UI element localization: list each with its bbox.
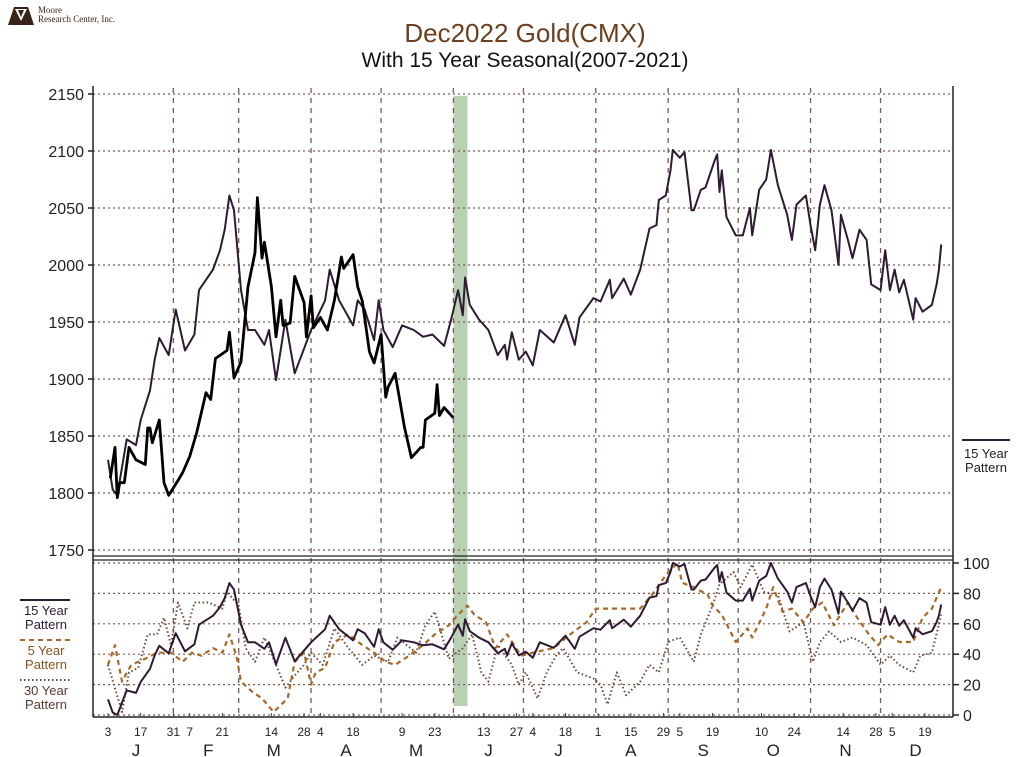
x-tick-label: 14 xyxy=(837,725,851,739)
month-label: D xyxy=(909,741,921,757)
x-tick-label: 15 xyxy=(624,725,638,739)
chart-title: Dec2022 Gold(CMX) xyxy=(404,18,646,48)
x-tick-label: 3 xyxy=(105,725,112,739)
y-tick-label: 1850 xyxy=(48,429,84,446)
lower-y-tick-label: 100 xyxy=(963,556,990,573)
x-tick-label: 7 xyxy=(186,725,193,739)
lower-y-tick-label: 80 xyxy=(963,586,981,603)
legend-30yr-label-2: Pattern xyxy=(25,697,67,712)
x-tick-label: 24 xyxy=(788,725,802,739)
x-tick-label: 28 xyxy=(297,725,311,739)
x-tick-label: 5 xyxy=(889,725,896,739)
highlight-band xyxy=(453,96,468,706)
x-tick-label: 19 xyxy=(918,725,932,739)
x-tick-label: 14 xyxy=(265,725,279,739)
x-tick-label: 5 xyxy=(676,725,683,739)
month-label: A xyxy=(625,741,637,757)
pattern-5yr-line xyxy=(106,561,943,714)
x-tick-label: 31 xyxy=(167,725,181,739)
month-label: J xyxy=(554,741,563,757)
legend-30yr-label-1: 30 Year xyxy=(24,683,69,698)
y-tick-label: 1800 xyxy=(48,486,84,503)
month-label: J xyxy=(132,741,141,757)
legend-5yr-label-2: Pattern xyxy=(25,657,67,672)
contract-price-line xyxy=(108,196,455,499)
y-tick-label: 1950 xyxy=(48,315,84,332)
pattern-15yr-lower-line xyxy=(107,562,943,716)
y-tick-label: 1900 xyxy=(48,372,84,389)
month-label: F xyxy=(203,741,213,757)
y-tick-label: 2150 xyxy=(48,87,84,104)
legend-15yr-label-2: Pattern xyxy=(965,460,1007,475)
month-label: S xyxy=(697,741,708,757)
x-tick-label: 10 xyxy=(755,725,769,739)
pattern-30yr-line xyxy=(107,563,943,713)
legend-15yr-label-1: 15 Year xyxy=(964,446,1009,461)
x-tick-label: 9 xyxy=(399,725,406,739)
x-tick-label: 4 xyxy=(529,725,536,739)
legend-15yr-label-1: 15 Year xyxy=(24,603,69,618)
chart-subtitle: With 15 Year Seasonal(2007-2021) xyxy=(361,49,689,72)
x-tick-label: 23 xyxy=(428,725,442,739)
month-label: M xyxy=(409,741,423,757)
logo-mark-icon xyxy=(8,7,34,25)
x-tick-label: 19 xyxy=(706,725,720,739)
logo-text-line1: Moore xyxy=(38,5,62,15)
y-tick-label: 2100 xyxy=(48,144,84,161)
logo-text-line2: Research Center, Inc. xyxy=(38,14,116,24)
x-tick-label: 4 xyxy=(317,725,324,739)
month-label: A xyxy=(340,741,352,757)
month-label: O xyxy=(767,741,780,757)
x-tick-label: 27 xyxy=(510,725,524,739)
month-label: M xyxy=(267,741,281,757)
y-tick-label: 1750 xyxy=(48,543,84,560)
y-tick-label: 2000 xyxy=(48,258,84,275)
lower-y-tick-label: 60 xyxy=(963,617,981,634)
month-label: N xyxy=(839,741,851,757)
y-tick-label: 2050 xyxy=(48,201,84,218)
x-tick-label: 18 xyxy=(559,725,573,739)
lower-y-tick-label: 40 xyxy=(963,647,981,664)
lower-y-tick-label: 0 xyxy=(963,708,972,725)
month-label: J xyxy=(484,741,493,757)
x-tick-label: 21 xyxy=(216,725,230,739)
legend-15yr-label-2: Pattern xyxy=(25,617,67,632)
legend-5yr-label-1: 5 Year xyxy=(28,643,66,658)
x-tick-label: 28 xyxy=(869,725,883,739)
x-tick-label: 17 xyxy=(134,725,148,739)
lower-y-tick-label: 20 xyxy=(963,678,981,695)
x-tick-label: 13 xyxy=(477,725,491,739)
x-tick-label: 29 xyxy=(657,725,671,739)
moore-logo: Moore Research Center, Inc. xyxy=(8,5,115,25)
x-tick-label: 1 xyxy=(595,725,602,739)
x-tick-label: 18 xyxy=(346,725,360,739)
